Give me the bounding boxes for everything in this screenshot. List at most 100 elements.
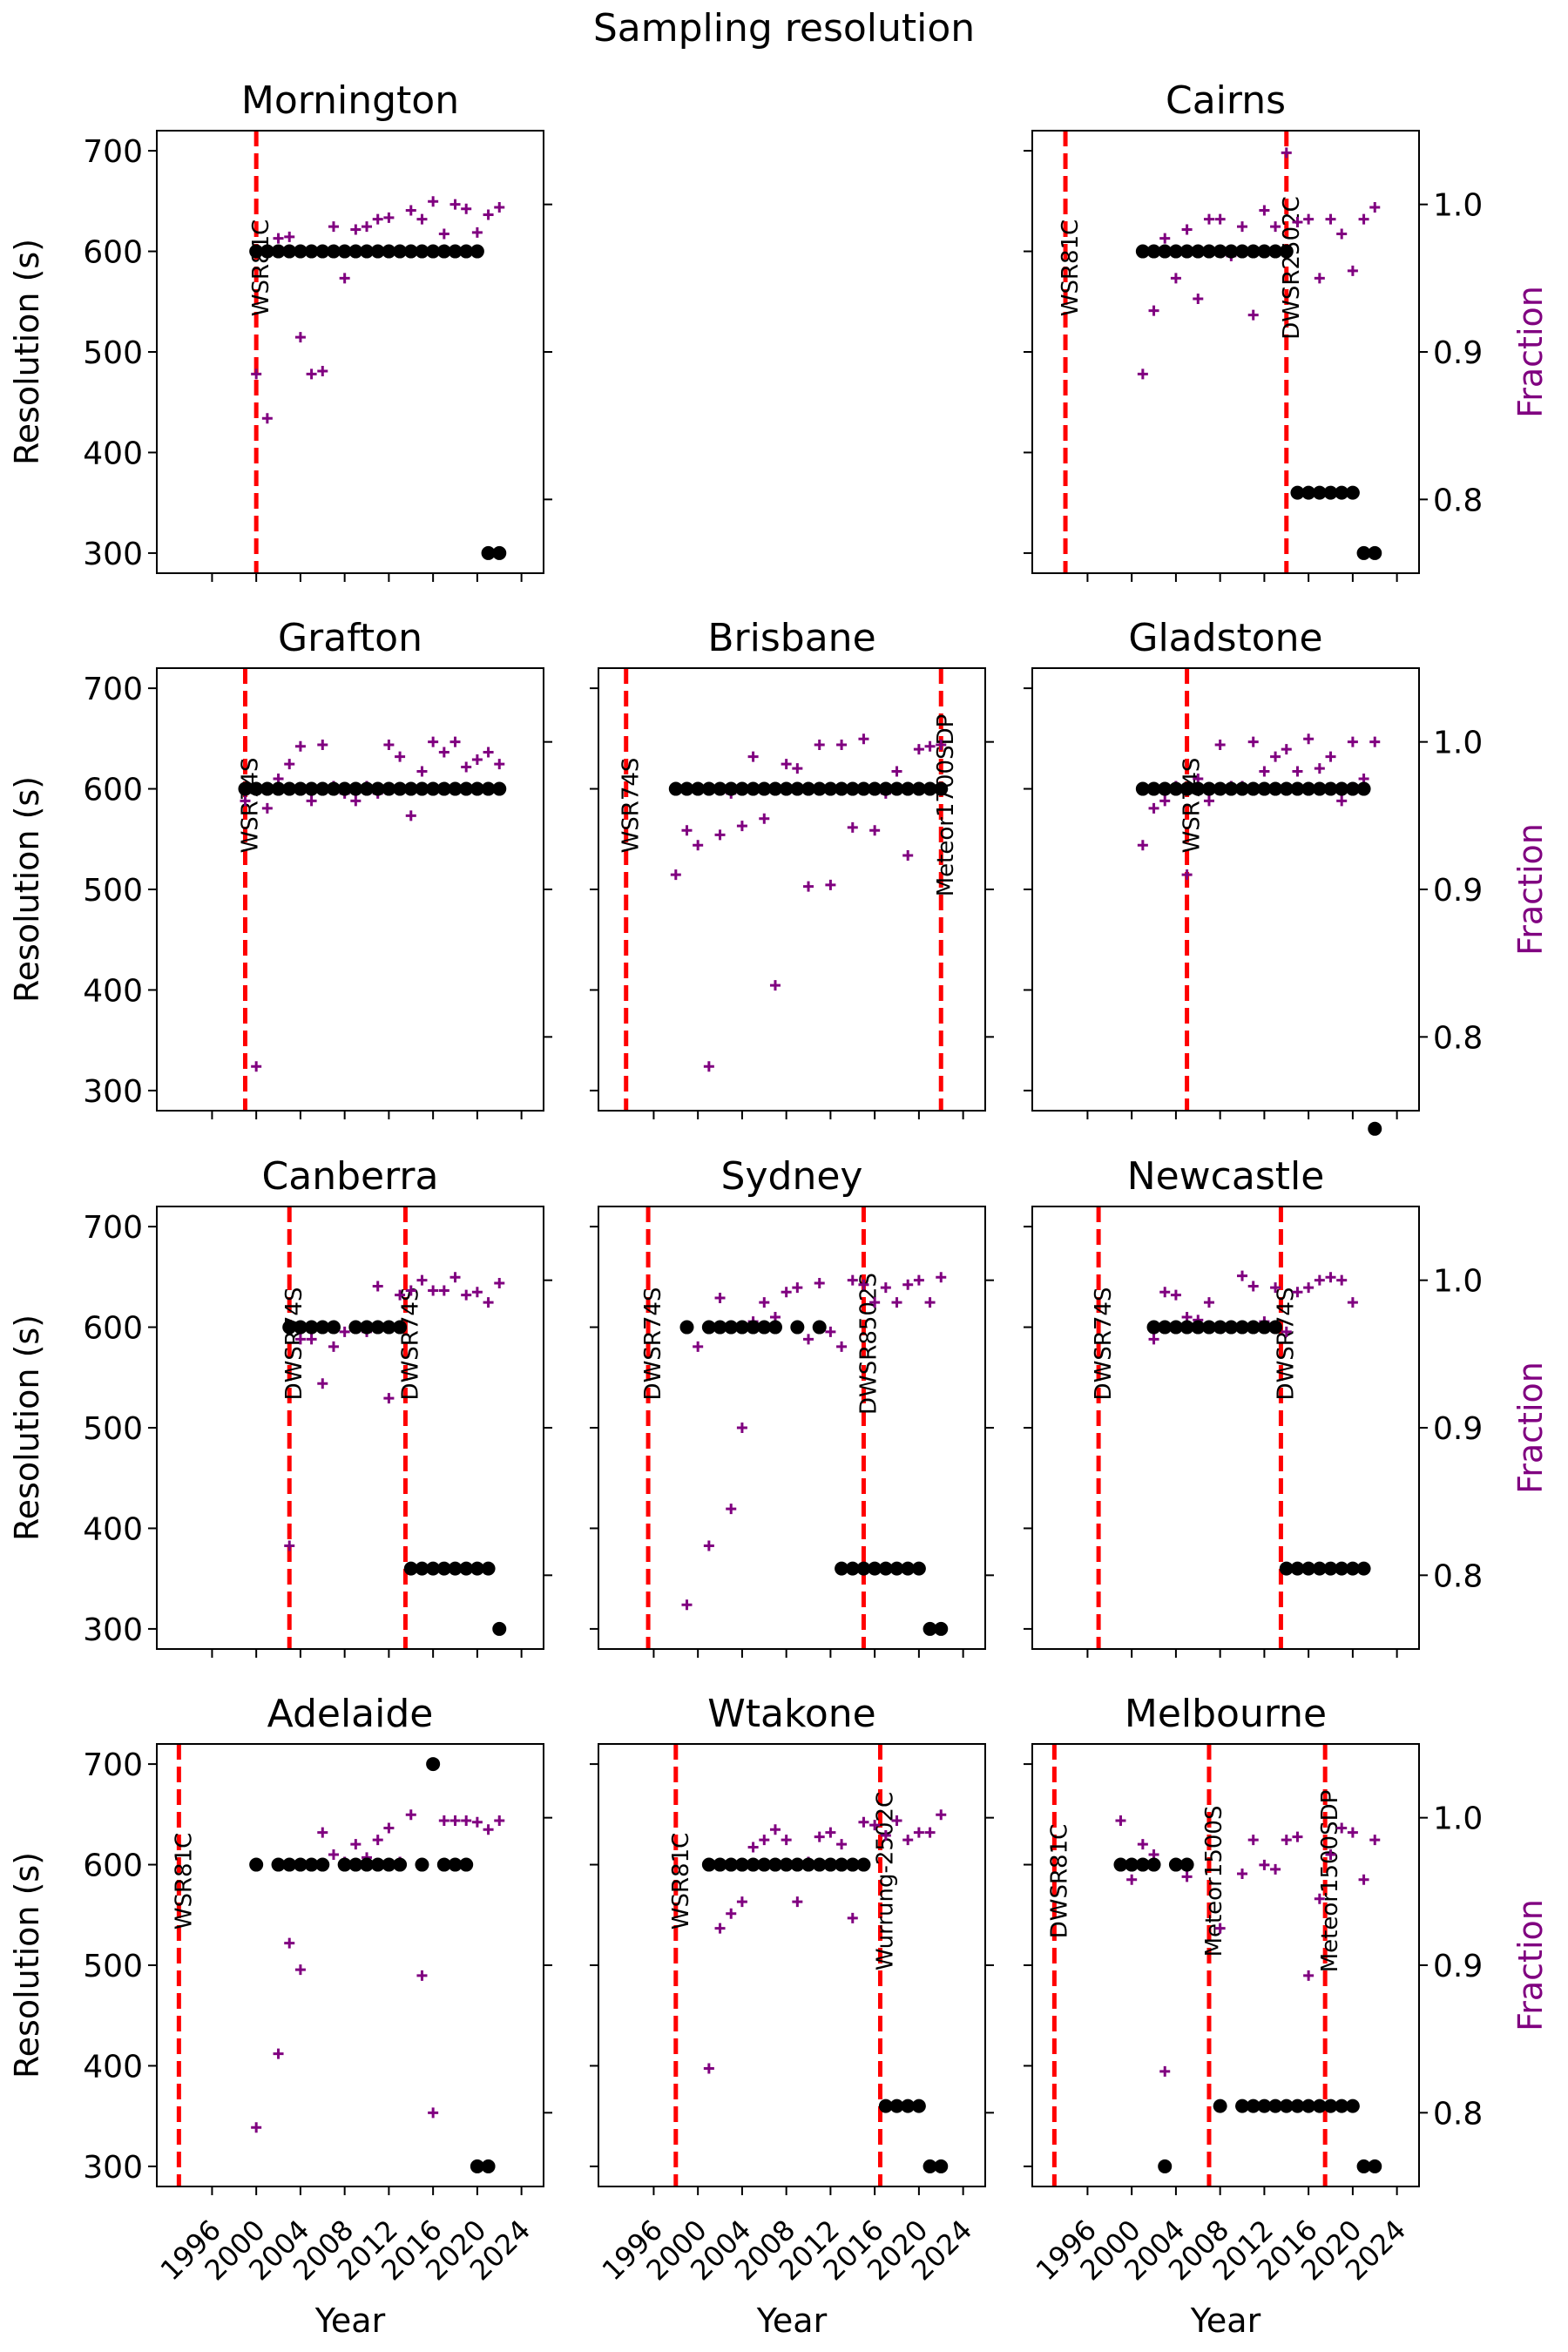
resolution-point [481,2159,496,2173]
panel-title: Cairns [1166,78,1286,123]
left-y-tick-label: 600 [83,235,143,271]
resolution-point [249,781,264,796]
fraction-point [1358,1874,1369,1885]
resolution-point [1191,1320,1206,1335]
resolution-point [901,2099,916,2113]
fraction-point [438,228,449,240]
fraction-point [1292,1287,1303,1298]
fraction-point [913,1827,924,1838]
radar-change-label: WSR74S [1179,758,1206,854]
resolution-point [734,1320,749,1335]
resolution-point [1345,781,1360,796]
fraction-point [825,879,836,890]
fraction-point [383,740,395,751]
resolution-point [1279,781,1294,796]
radar-change-label: Wurrung-2502C [872,1792,898,1970]
fraction-point [869,1820,881,1831]
left-y-tick-label: 500 [83,1949,143,1984]
resolution-point [360,1857,375,1872]
resolution-point [1301,1561,1316,1576]
left-y-tick-label: 500 [83,873,143,909]
resolution-point [934,2159,949,2173]
fraction-point [869,1297,881,1308]
fraction-point [428,1285,439,1296]
fraction-point [681,825,693,836]
fraction-point [428,736,439,747]
resolution-point [393,1320,408,1335]
fraction-point [869,825,881,836]
panel-sydney: Sydney DWSR74S DWSR8502S [590,1154,994,1658]
resolution-point [470,244,484,259]
resolution-point [1368,2159,1382,2173]
right-y-tick-label: 0.8 [1433,1020,1483,1056]
fraction-point [891,766,902,777]
fraction-point [1325,213,1336,225]
fraction-point [924,1827,936,1838]
panels: Mornington 300 400 500 600 700 WSR81C Resolutio… [8,78,1550,2340]
resolution-point [1135,1857,1150,1872]
left-y-tick-label: 300 [83,1612,143,1648]
resolution-point [1201,1320,1216,1335]
right-y-tick-label: 0.8 [1433,1558,1483,1594]
resolution-point [282,1320,297,1335]
resolution-point [249,244,264,259]
resolution-point [1323,2099,1338,2113]
left-y-tick-label: 500 [83,335,143,371]
resolution-point [713,1320,727,1335]
panel-grafton: Grafton 300 400 500 600 700 WSR74S Resolution (… [8,616,552,1119]
resolution-point [315,781,330,796]
panel-title: Gladstone [1128,616,1322,660]
fraction-point [483,209,494,220]
fraction-point [273,233,284,244]
fraction-point [902,850,914,862]
resolution-point [415,1561,429,1576]
resolution-point [1257,244,1272,259]
fraction-point [317,1827,328,1838]
right-y-tick-label: 0.8 [1433,2096,1483,2132]
panel-wtakone: Wtakone19962000200420082012201620202024W… [590,1692,994,2340]
plot-frame [156,1206,544,1650]
panel-gladstone: Gladstone 0.8 0.9 1.0 WSR74S Fraction [1024,616,1550,1136]
resolution-point [315,1857,330,1872]
fraction-point [1247,1835,1259,1846]
fraction-point [759,1835,770,1846]
resolution-point [1356,545,1371,560]
fraction-point [814,1278,825,1289]
resolution-point [326,781,341,796]
fraction-point [1115,1815,1126,1827]
resolution-point [403,244,418,259]
fraction-point [449,199,461,210]
resolution-point [282,244,297,259]
fraction-point [781,759,792,770]
plot-frame [1031,1206,1420,1650]
resolution-point [1235,1320,1250,1335]
resolution-point [823,781,838,796]
fraction-point [461,1815,472,1827]
resolution-point [757,781,772,796]
fraction-point [1325,1272,1336,1283]
fraction-point [1336,1822,1348,1834]
fraction-point [847,821,858,833]
resolution-point [1323,781,1338,796]
fraction-point [483,1297,494,1308]
resolution-point [1268,244,1283,259]
resolution-point [1246,1320,1260,1335]
resolution-point [348,781,363,796]
resolution-point [459,781,474,796]
right-y-axis-label: Fraction [1511,823,1550,956]
resolution-point [1323,1561,1338,1576]
fraction-point [1237,1869,1248,1880]
fraction-point [836,1839,848,1850]
resolution-point [415,1857,429,1872]
fraction-point [803,881,814,892]
resolution-point [271,1857,286,1872]
fraction-point [362,221,373,233]
fraction-point [483,1824,494,1835]
resolution-point [868,1561,882,1576]
resolution-point [1335,485,1349,500]
fraction-point [1193,294,1204,305]
resolution-point [878,781,893,796]
resolution-point [382,1857,396,1872]
fraction-point [317,740,328,751]
